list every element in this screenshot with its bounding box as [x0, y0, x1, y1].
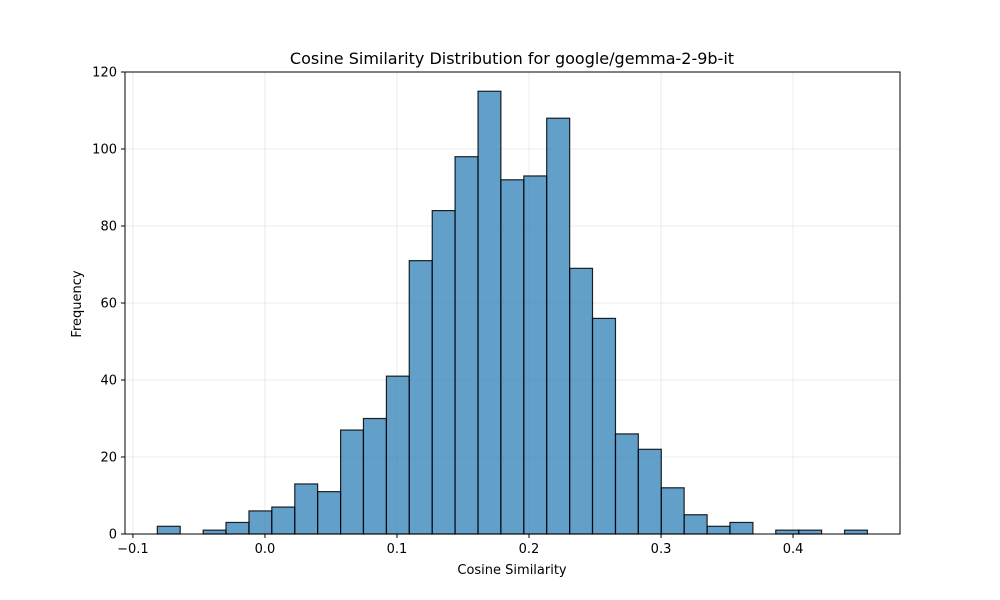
y-tick-label: 80 — [100, 220, 117, 235]
histogram-bar — [500, 179, 525, 535]
histogram-bar — [156, 525, 181, 535]
x-tick-label: 0.0 — [255, 542, 276, 557]
histogram-bar — [614, 433, 639, 535]
histogram-bar — [431, 210, 456, 535]
histogram-bar — [454, 156, 479, 535]
histogram-bar — [294, 483, 319, 535]
histogram-bar — [637, 448, 662, 535]
histogram-bars — [156, 90, 868, 535]
histogram-bar — [202, 529, 227, 535]
histogram-bar — [477, 90, 502, 535]
x-axis-label: Cosine Similarity — [457, 563, 567, 578]
histogram-bar — [362, 417, 388, 535]
x-tick-label: 0.4 — [783, 542, 804, 557]
histogram-bar — [523, 175, 548, 535]
y-tick-label: 40 — [100, 374, 117, 389]
histogram-bar — [706, 525, 731, 535]
histogram-bar — [340, 429, 365, 535]
histogram-bar — [271, 506, 296, 535]
y-tick-label: 120 — [92, 66, 117, 81]
y-tick-label: 60 — [100, 297, 117, 312]
x-tick-label: 0.1 — [387, 542, 408, 557]
histogram-bar — [683, 514, 708, 535]
histogram-bar — [385, 375, 410, 535]
y-tick-label: 100 — [92, 143, 117, 158]
x-tick-label: 0.2 — [519, 542, 540, 557]
histogram-bar — [798, 529, 823, 535]
histogram-bar — [317, 491, 342, 535]
histogram-bar — [546, 117, 571, 535]
chart-title: Cosine Similarity Distribution for googl… — [290, 49, 734, 68]
y-tick-label: 0 — [109, 528, 117, 543]
histogram-bar — [225, 521, 250, 535]
histogram-bar — [729, 521, 754, 535]
histogram-bar — [843, 529, 868, 535]
y-axis-ticks: 0 20 40 60 80 100 120 — [92, 66, 125, 543]
histogram-bar — [591, 317, 617, 535]
y-axis-label: Frequency — [70, 270, 85, 337]
histogram-bar — [408, 260, 433, 535]
x-tick-label: −0.1 — [117, 542, 149, 557]
x-axis-ticks: −0.1 0.0 0.1 0.2 0.3 0.4 — [117, 534, 803, 557]
histogram-bar — [248, 510, 273, 535]
y-tick-label: 20 — [100, 451, 117, 466]
histogram-bar — [775, 529, 800, 535]
histogram-bar — [569, 267, 594, 535]
histogram-bar — [660, 487, 685, 535]
x-tick-label: 0.3 — [651, 542, 672, 557]
